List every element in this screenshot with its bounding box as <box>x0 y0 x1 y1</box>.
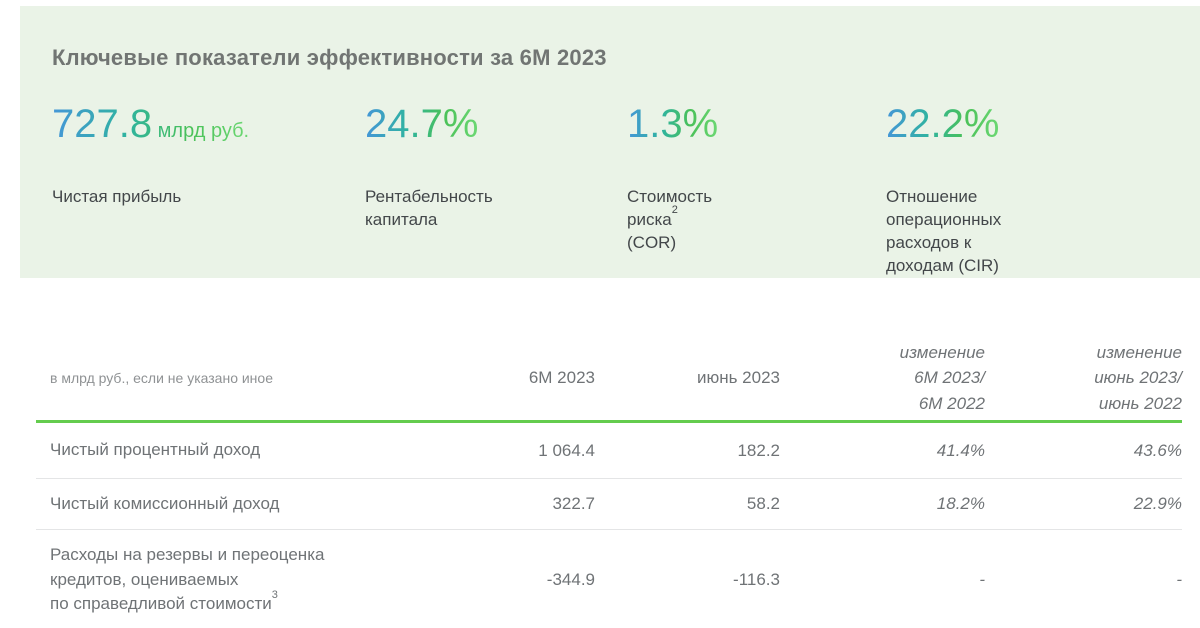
kpi-value-number: 727.8 <box>52 102 153 146</box>
row-label: Чистый процентный доход <box>36 438 470 463</box>
kpi-panel: Ключевые показатели эффективности за 6М … <box>20 6 1200 278</box>
kpi-label: Стоимость риска2 (COR) <box>627 186 718 255</box>
cell-6m-2023: 1 064.4 <box>538 440 595 460</box>
kpi-label: Рентабельность капитала <box>365 186 493 232</box>
kpi-label: Отношение операционных расходов к дохода… <box>886 186 1001 278</box>
cell-change-june: 22.9% <box>1133 494 1182 513</box>
column-header-change-6m: изменение 6М 2023/ 6М 2022 <box>899 342 985 413</box>
kpi-value: 22.2% <box>886 102 999 146</box>
kpi-label-text: Отношение операционных расходов к дохода… <box>886 187 1002 275</box>
kpi-net-profit: 727.8 млрд руб. Чистая прибыль <box>52 102 249 206</box>
table-row-provision-charges: Расходы на резервы и переоценка кредитов… <box>36 530 1182 628</box>
column-header-6m-2023: 6М 2023 <box>528 368 595 388</box>
footnote-marker: 2 <box>671 204 678 217</box>
kpi-value-unit: млрд руб. <box>152 120 250 142</box>
kpi-cost-of-risk: 1.3% Стоимость риска2 (COR) <box>627 102 718 252</box>
page-title: Ключевые показатели эффективности за 6М … <box>52 44 607 70</box>
kpi-value-number: 22.2% <box>886 102 1000 146</box>
kpi-label-text: Чистая прибыль <box>52 187 182 206</box>
cell-change-6m: 41.4% <box>936 440 985 460</box>
cell-june-2023: -116.3 <box>733 570 780 589</box>
cell-change-6m: - <box>979 570 985 589</box>
cell-change-6m: 18.2% <box>936 494 985 513</box>
table-header-row: в млрд руб., если не указано иное 6М 202… <box>36 336 1182 420</box>
column-header-june-2023: июнь 2023 <box>696 368 780 388</box>
kpi-return-on-equity: 24.7% Рентабельность капитала <box>365 102 493 229</box>
table-row-net-interest-income: Чистый процентный доход 1 064.4 182.2 41… <box>36 423 1182 479</box>
financials-table: в млрд руб., если не указано иное 6М 202… <box>36 336 1182 628</box>
cell-june-2023: 58.2 <box>746 494 780 513</box>
kpi-value: 1.3% <box>627 102 718 146</box>
kpi-label-tail: (COR) <box>627 232 677 252</box>
cell-change-june: - <box>1176 570 1182 589</box>
kpi-value-number: 1.3% <box>627 102 719 146</box>
header-accent-rule <box>36 420 1182 423</box>
kpi-value: 727.8 млрд руб. <box>52 102 249 146</box>
kpi-label: Чистая прибыль <box>52 186 181 209</box>
cell-june-2023: 182.2 <box>737 440 780 460</box>
row-label-text: Чистый комиссионный доход <box>50 493 280 513</box>
cell-6m-2023: -344.9 <box>546 570 595 589</box>
table-row-net-fee-income: Чистый комиссионный доход 322.7 58.2 18.… <box>36 479 1182 530</box>
column-header-change-june: изменение июнь 2023/ июнь 2022 <box>1094 342 1182 413</box>
kpi-value-number: 24.7% <box>365 102 479 146</box>
footnote-marker: 3 <box>271 588 278 601</box>
kpi-value: 24.7% <box>365 102 478 146</box>
table-unit-note: в млрд руб., если не указано иное <box>50 369 273 386</box>
kpi-label-text: Рентабельность капитала <box>365 187 493 229</box>
row-label-text: Чистый процентный доход <box>50 440 261 460</box>
kpi-label-text: Стоимость риска <box>627 187 713 229</box>
kpi-cost-income-ratio: 22.2% Отношение операционных расходов к … <box>886 102 1001 275</box>
cell-6m-2023: 322.7 <box>552 494 595 513</box>
row-label-text: Расходы на резервы и переоценка кредитов… <box>50 545 325 614</box>
row-label: Расходы на резервы и переоценка кредитов… <box>36 543 470 617</box>
cell-change-june: 43.6% <box>1133 440 1182 460</box>
row-label: Чистый комиссионный доход <box>36 492 470 517</box>
